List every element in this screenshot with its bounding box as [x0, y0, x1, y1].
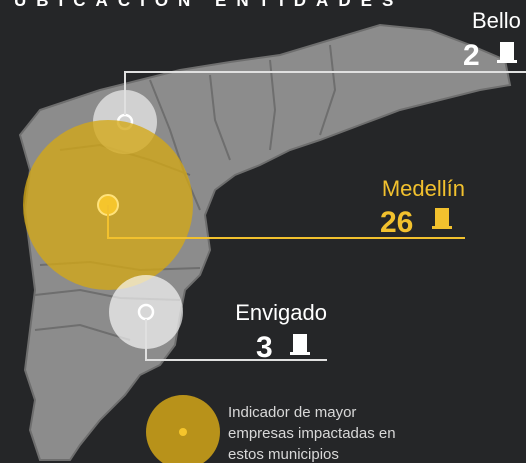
medellin-leader [107, 205, 465, 239]
building-icon [497, 42, 517, 63]
legend-text: estos municipios [228, 446, 339, 463]
title: UBICACIÓN ENTIDADES [14, 0, 403, 10]
bello-leader [124, 71, 526, 115]
location-count: 26 [380, 206, 413, 239]
location-count: 2 [463, 39, 480, 72]
location-count: 3 [256, 331, 273, 364]
legend-dot [179, 428, 187, 436]
legend-text: Indicador de mayor [228, 404, 356, 421]
envigado-leader [145, 319, 327, 361]
location-name: Medellín [382, 176, 465, 201]
building-icon [432, 208, 452, 229]
location-name: Bello [472, 8, 521, 33]
location-name: Envigado [235, 300, 327, 325]
building-icon [290, 334, 310, 355]
envigado-bubble [109, 275, 183, 349]
legend-text: empresas impactadas en [228, 425, 396, 442]
